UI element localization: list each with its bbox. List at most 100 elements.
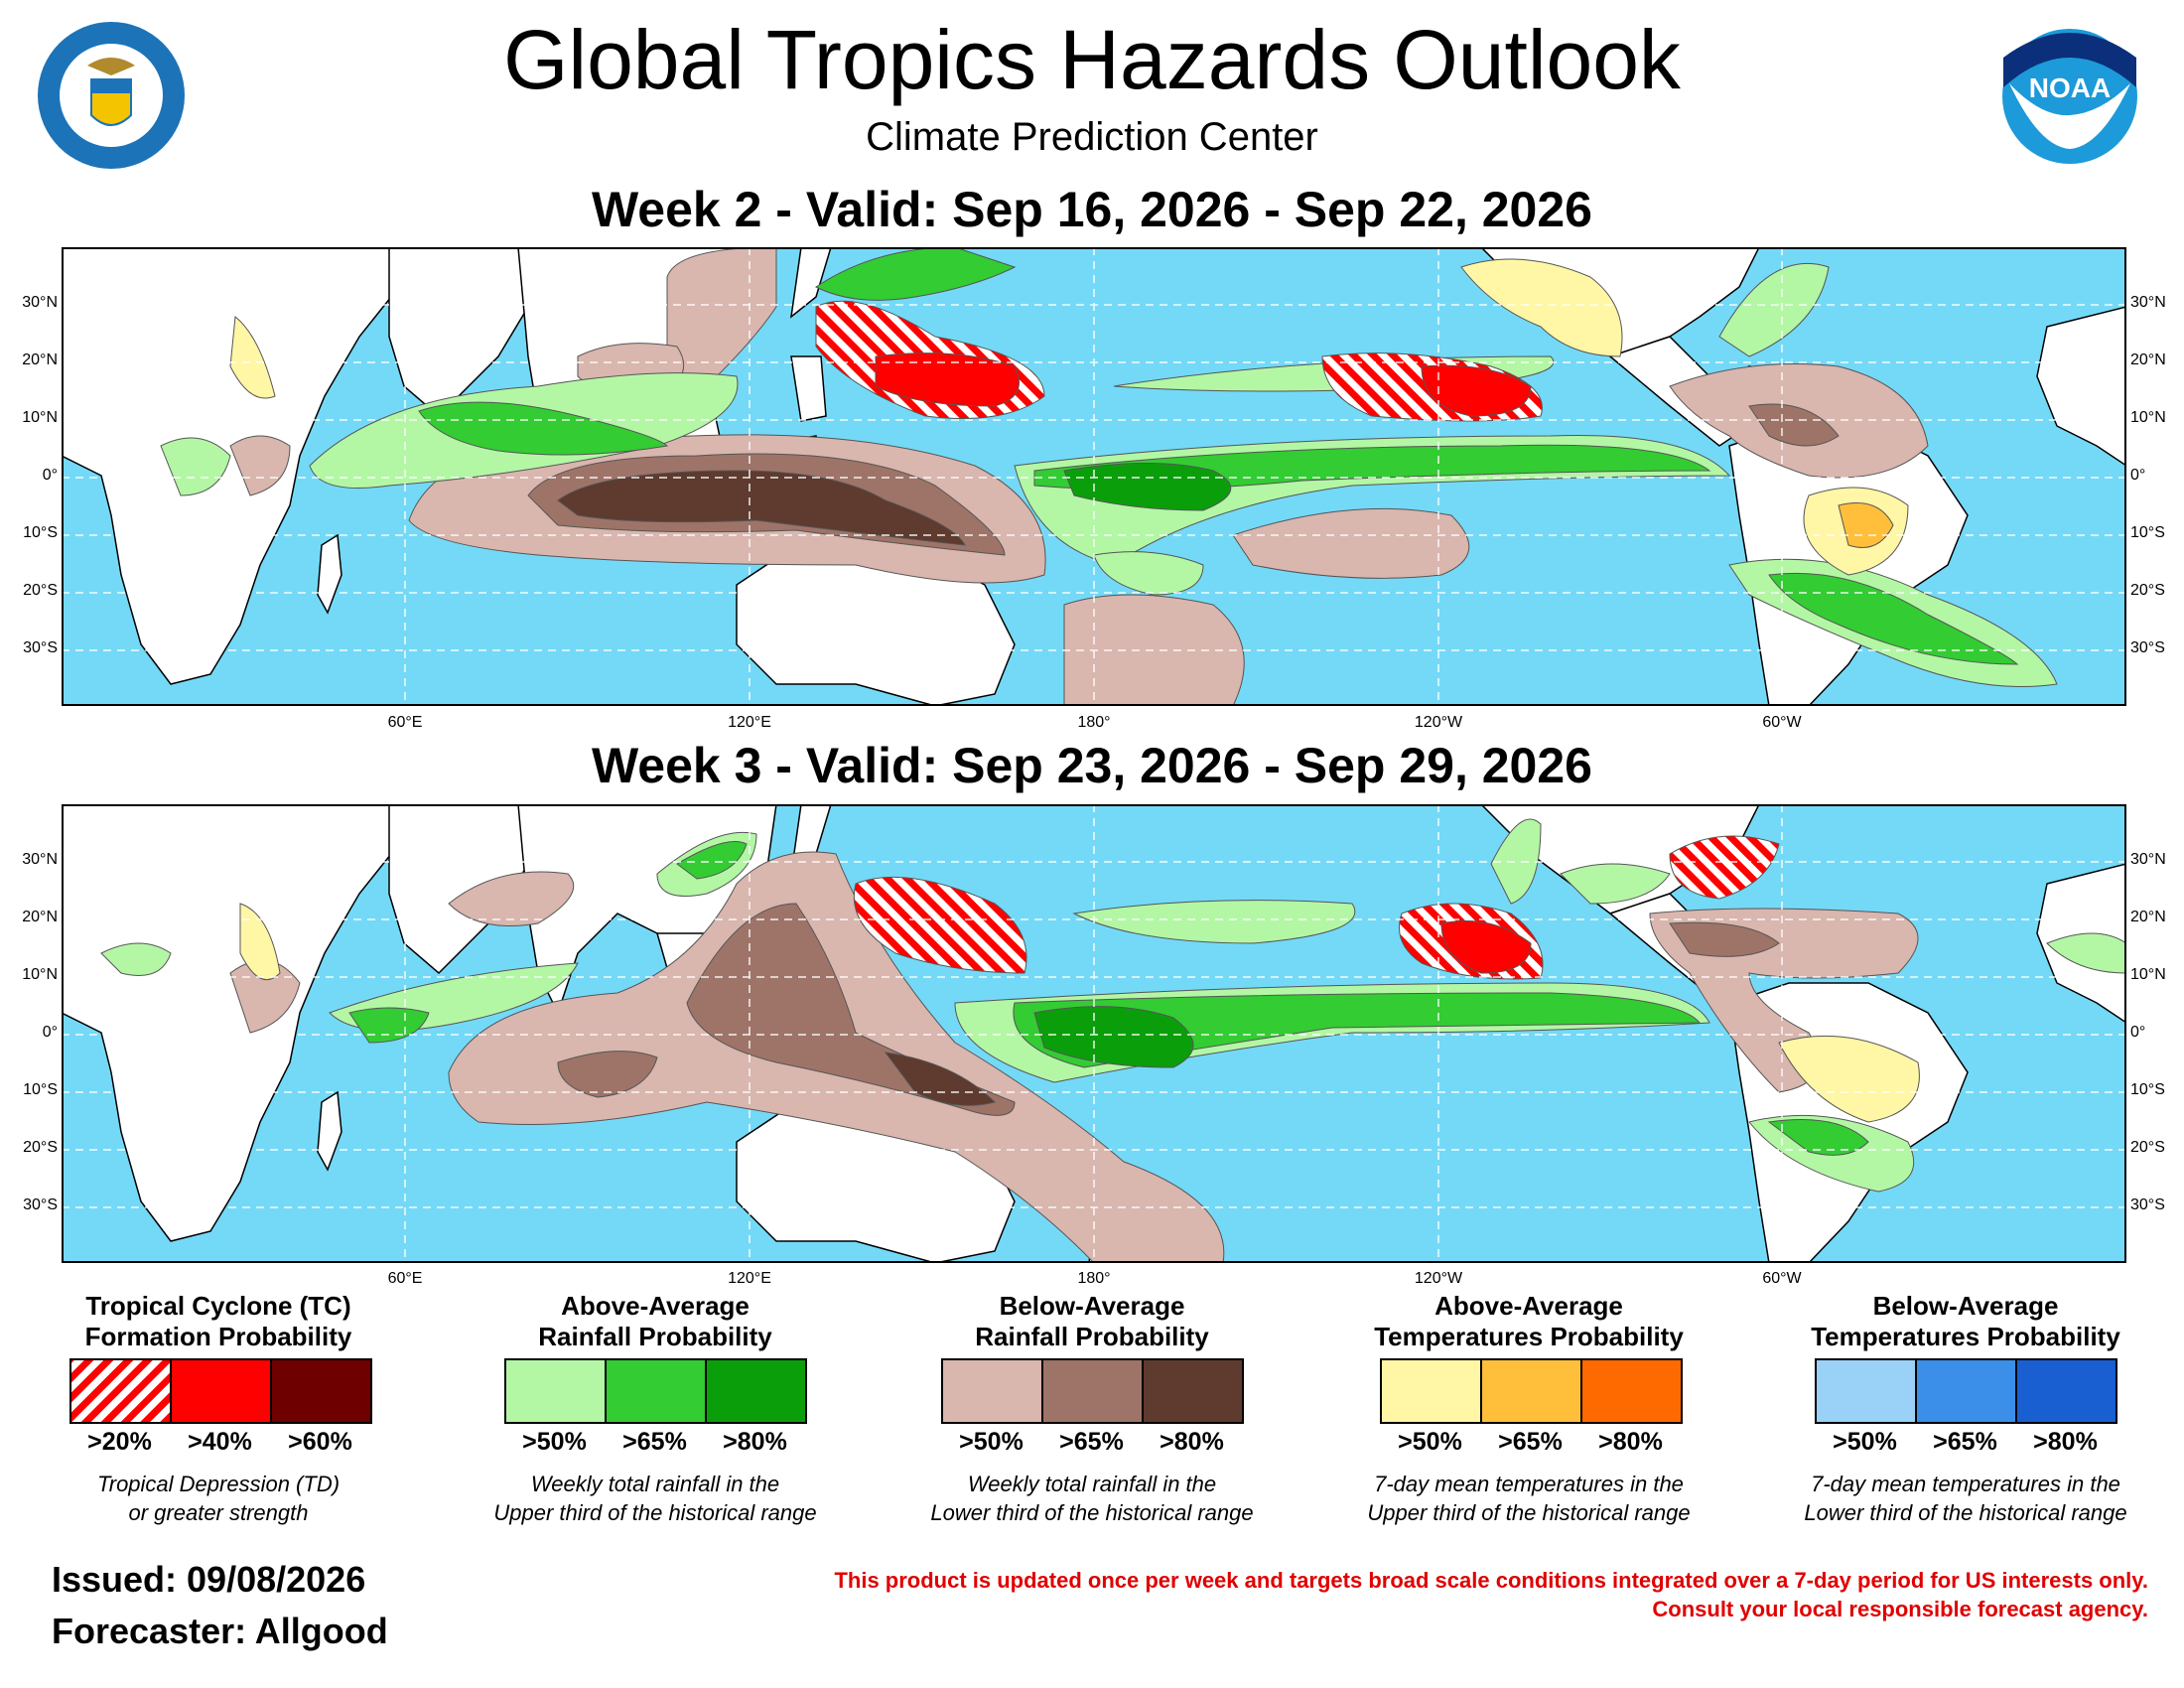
lat-label: 30°S — [2130, 639, 2165, 656]
legend-title: Rainfall Probability — [975, 1322, 1209, 1351]
legend-swatches — [504, 1358, 807, 1424]
threshold-label: >50% — [522, 1428, 587, 1456]
week2-lat-labels-left: 30°N 20°N 10°N 0° 10°S 20°S 30°S — [8, 247, 58, 706]
legend-above-temp: Above-Average Temperatures Probability >… — [1360, 1291, 1698, 1525]
threshold-label: >80% — [1598, 1428, 1663, 1456]
week3-dry-indian-65 — [557, 1051, 658, 1098]
threshold-label: >65% — [622, 1428, 687, 1456]
week2-dry-tasman — [1063, 594, 1245, 707]
week3-dry-arabian — [448, 871, 575, 926]
lon-label: 120°E — [728, 714, 771, 731]
swatch-rain-above-80 — [707, 1360, 805, 1422]
legend-thresholds: >50% >65% >80% — [1815, 1428, 2116, 1457]
swatch-rain-below-50 — [943, 1360, 1043, 1422]
week3-wet-west-africa — [100, 942, 172, 976]
legend-desc-line: Upper third of the historical range — [1367, 1500, 1691, 1525]
swatch-tc-40 — [172, 1360, 272, 1422]
legend-desc: Tropical Depression (TD) or greater stre… — [50, 1470, 387, 1527]
legend-title: Temperatures Probability — [1811, 1322, 2120, 1351]
week3-wet-gulf — [1560, 863, 1671, 905]
legend-desc: Weekly total rainfall in the Lower third… — [923, 1470, 1261, 1527]
lon-label: 60°E — [387, 1270, 423, 1287]
lon-label: 120°E — [728, 1270, 771, 1287]
lat-label: 30°S — [23, 639, 58, 656]
lat-label: 30°N — [2130, 851, 2166, 868]
week2-wet-fiji — [1093, 551, 1204, 596]
legend-title: Rainfall Probability — [538, 1322, 772, 1351]
week2-title: Week 2 - Valid: Sep 16, 2026 - Sep 22, 2… — [592, 182, 1592, 237]
lat-label: 0° — [42, 1024, 58, 1041]
lat-label: 20°S — [2130, 582, 2165, 599]
swatch-temp-above-80 — [1582, 1360, 1681, 1422]
threshold-label: >50% — [959, 1428, 1024, 1456]
week3-warm-east-africa — [239, 903, 281, 981]
threshold-label: >40% — [188, 1428, 252, 1456]
lon-label: 60°E — [387, 714, 423, 731]
lat-label: 10°S — [23, 524, 58, 541]
page-title: Global Tropics Hazards Outlook — [503, 13, 1681, 106]
swatch-tc-20 — [71, 1360, 172, 1422]
week2-tc-west-pacific-40 — [875, 352, 1020, 407]
lat-label: 0° — [42, 467, 58, 484]
legend-desc-line: Weekly total rainfall in the — [967, 1472, 1217, 1496]
lat-label: 20°S — [2130, 1139, 2165, 1156]
swatch-rain-below-80 — [1144, 1360, 1242, 1422]
lat-label: 10°S — [23, 1081, 58, 1098]
disclaimer: This product is updated once per week an… — [659, 1566, 2148, 1623]
lon-label: 180° — [1077, 714, 1111, 731]
week3-wet-mexico — [1490, 818, 1542, 905]
threshold-label: >65% — [1498, 1428, 1563, 1456]
legend-desc-line: Lower third of the historical range — [930, 1500, 1254, 1525]
week2-dry-east-africa — [229, 435, 291, 496]
page-subtitle: Climate Prediction Center — [866, 115, 1318, 159]
legend-title: Below-Average — [1872, 1291, 2059, 1321]
legend-thresholds: >50% >65% >80% — [941, 1428, 1242, 1457]
lat-label: 30°N — [22, 851, 58, 868]
department-of-commerce-seal — [36, 20, 187, 171]
lon-label: 120°W — [1414, 714, 1463, 731]
lat-label: 10°S — [2130, 524, 2165, 541]
week2-tc-east-pacific-40 — [1421, 364, 1532, 417]
swatch-rain-above-50 — [506, 1360, 607, 1422]
swatch-rain-above-65 — [607, 1360, 707, 1422]
legend-desc: 7-day mean temperatures in the Lower thi… — [1797, 1470, 2134, 1527]
week3-dry-caribbean-65 — [1669, 921, 1780, 957]
threshold-label: >50% — [1398, 1428, 1462, 1456]
lon-label: 180° — [1077, 1270, 1111, 1287]
lat-label: 30°S — [23, 1196, 58, 1213]
legend-desc-line: Upper third of the historical range — [493, 1500, 817, 1525]
legend-swatches — [941, 1358, 1244, 1424]
legend-title: Formation Probability — [84, 1322, 352, 1351]
threshold-label: >60% — [288, 1428, 352, 1456]
week2-warm-mexico — [1460, 258, 1623, 357]
swatch-rain-below-65 — [1043, 1360, 1144, 1422]
legend-tc: Tropical Cyclone (TC) Formation Probabil… — [50, 1291, 387, 1525]
week3-tc-atlantic — [1669, 835, 1780, 900]
swatch-temp-below-65 — [1917, 1360, 2017, 1422]
week2-warm-brazil-65 — [1838, 502, 1894, 548]
lat-label: 20°N — [2130, 909, 2166, 925]
week2-dry-80 — [557, 470, 966, 546]
legend-title: Below-Average — [999, 1291, 1185, 1321]
week2-wet-65 — [418, 401, 669, 456]
lat-label: 10°N — [22, 966, 58, 983]
noaa-logo-text: NOAA — [2029, 72, 2111, 103]
threshold-label: >20% — [87, 1428, 152, 1456]
week3-map — [60, 802, 2128, 1265]
lat-label: 20°S — [23, 582, 58, 599]
week3-wet-itcz-80 — [1033, 1006, 1194, 1068]
swatch-temp-above-50 — [1382, 1360, 1482, 1422]
threshold-label: >80% — [1160, 1428, 1224, 1456]
legend-desc-line: Tropical Depression (TD) — [96, 1472, 341, 1496]
lat-label: 10°N — [2130, 966, 2166, 983]
legend-swatches — [69, 1358, 372, 1424]
lat-label: 0° — [2130, 1024, 2146, 1041]
week2-wet-central-africa — [160, 437, 231, 496]
lon-label: 60°W — [1762, 1270, 1802, 1287]
lon-label: 60°W — [1762, 714, 1802, 731]
lat-label: 30°S — [2130, 1196, 2165, 1213]
legend-thresholds: >50% >65% >80% — [1380, 1428, 1681, 1457]
week2-lat-labels-right: 30°N 20°N 10°N 0° 10°S 20°S 30°S — [2130, 247, 2180, 706]
lat-label: 20°N — [22, 352, 58, 368]
legend-desc-line: Weekly total rainfall in the — [530, 1472, 780, 1496]
